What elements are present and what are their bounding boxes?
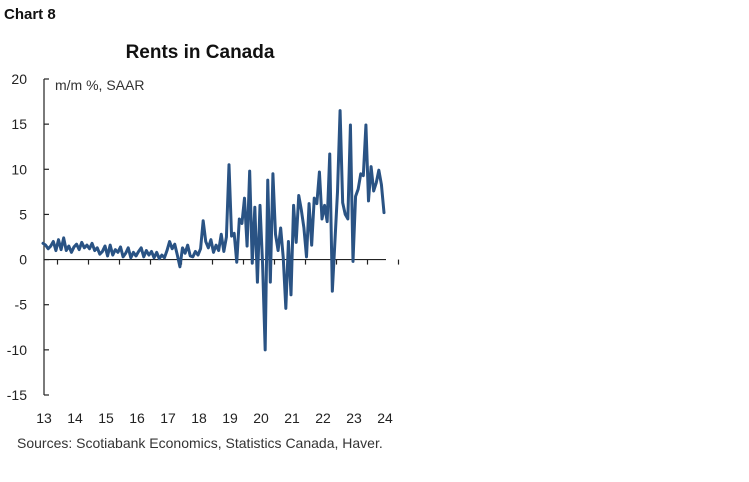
x-tick-label: 20 xyxy=(253,410,269,426)
x-tick-label: 15 xyxy=(98,410,114,426)
x-tick-label: 24 xyxy=(377,410,393,426)
y-axis: 20 15 10 5 0 -5 -10 -15 xyxy=(7,71,49,403)
x-axis: 13 14 15 16 17 18 19 20 21 22 23 24 xyxy=(36,259,400,426)
chart-number: Chart 8 xyxy=(4,6,56,23)
y-tick-label: -15 xyxy=(7,387,27,403)
y-tick-label: 15 xyxy=(11,116,27,132)
x-tick-label: 13 xyxy=(36,410,52,426)
chart-title: Rents in Canada xyxy=(125,42,275,63)
sources-note: Sources: Scotiabank Economics, Statistic… xyxy=(17,435,383,451)
y-tick-label: -5 xyxy=(15,297,28,313)
x-tick-label: 21 xyxy=(284,410,300,426)
x-tick-label: 23 xyxy=(346,410,362,426)
rent-series-line xyxy=(41,109,386,352)
x-tick-label: 16 xyxy=(129,410,145,426)
y-tick-label: 0 xyxy=(19,252,27,268)
x-tick-label: 14 xyxy=(67,410,83,426)
x-tick-label: 22 xyxy=(315,410,331,426)
y-tick-label: 20 xyxy=(11,71,27,87)
x-tick-label: 18 xyxy=(191,410,207,426)
y-tick-label: 10 xyxy=(11,161,27,177)
x-tick-label: 17 xyxy=(160,410,176,426)
y-tick-label: 5 xyxy=(19,206,27,222)
y-axis-unit-label: m/m %, SAAR xyxy=(55,77,145,93)
x-tick-label: 19 xyxy=(222,410,238,426)
y-tick-label: -10 xyxy=(7,342,27,358)
